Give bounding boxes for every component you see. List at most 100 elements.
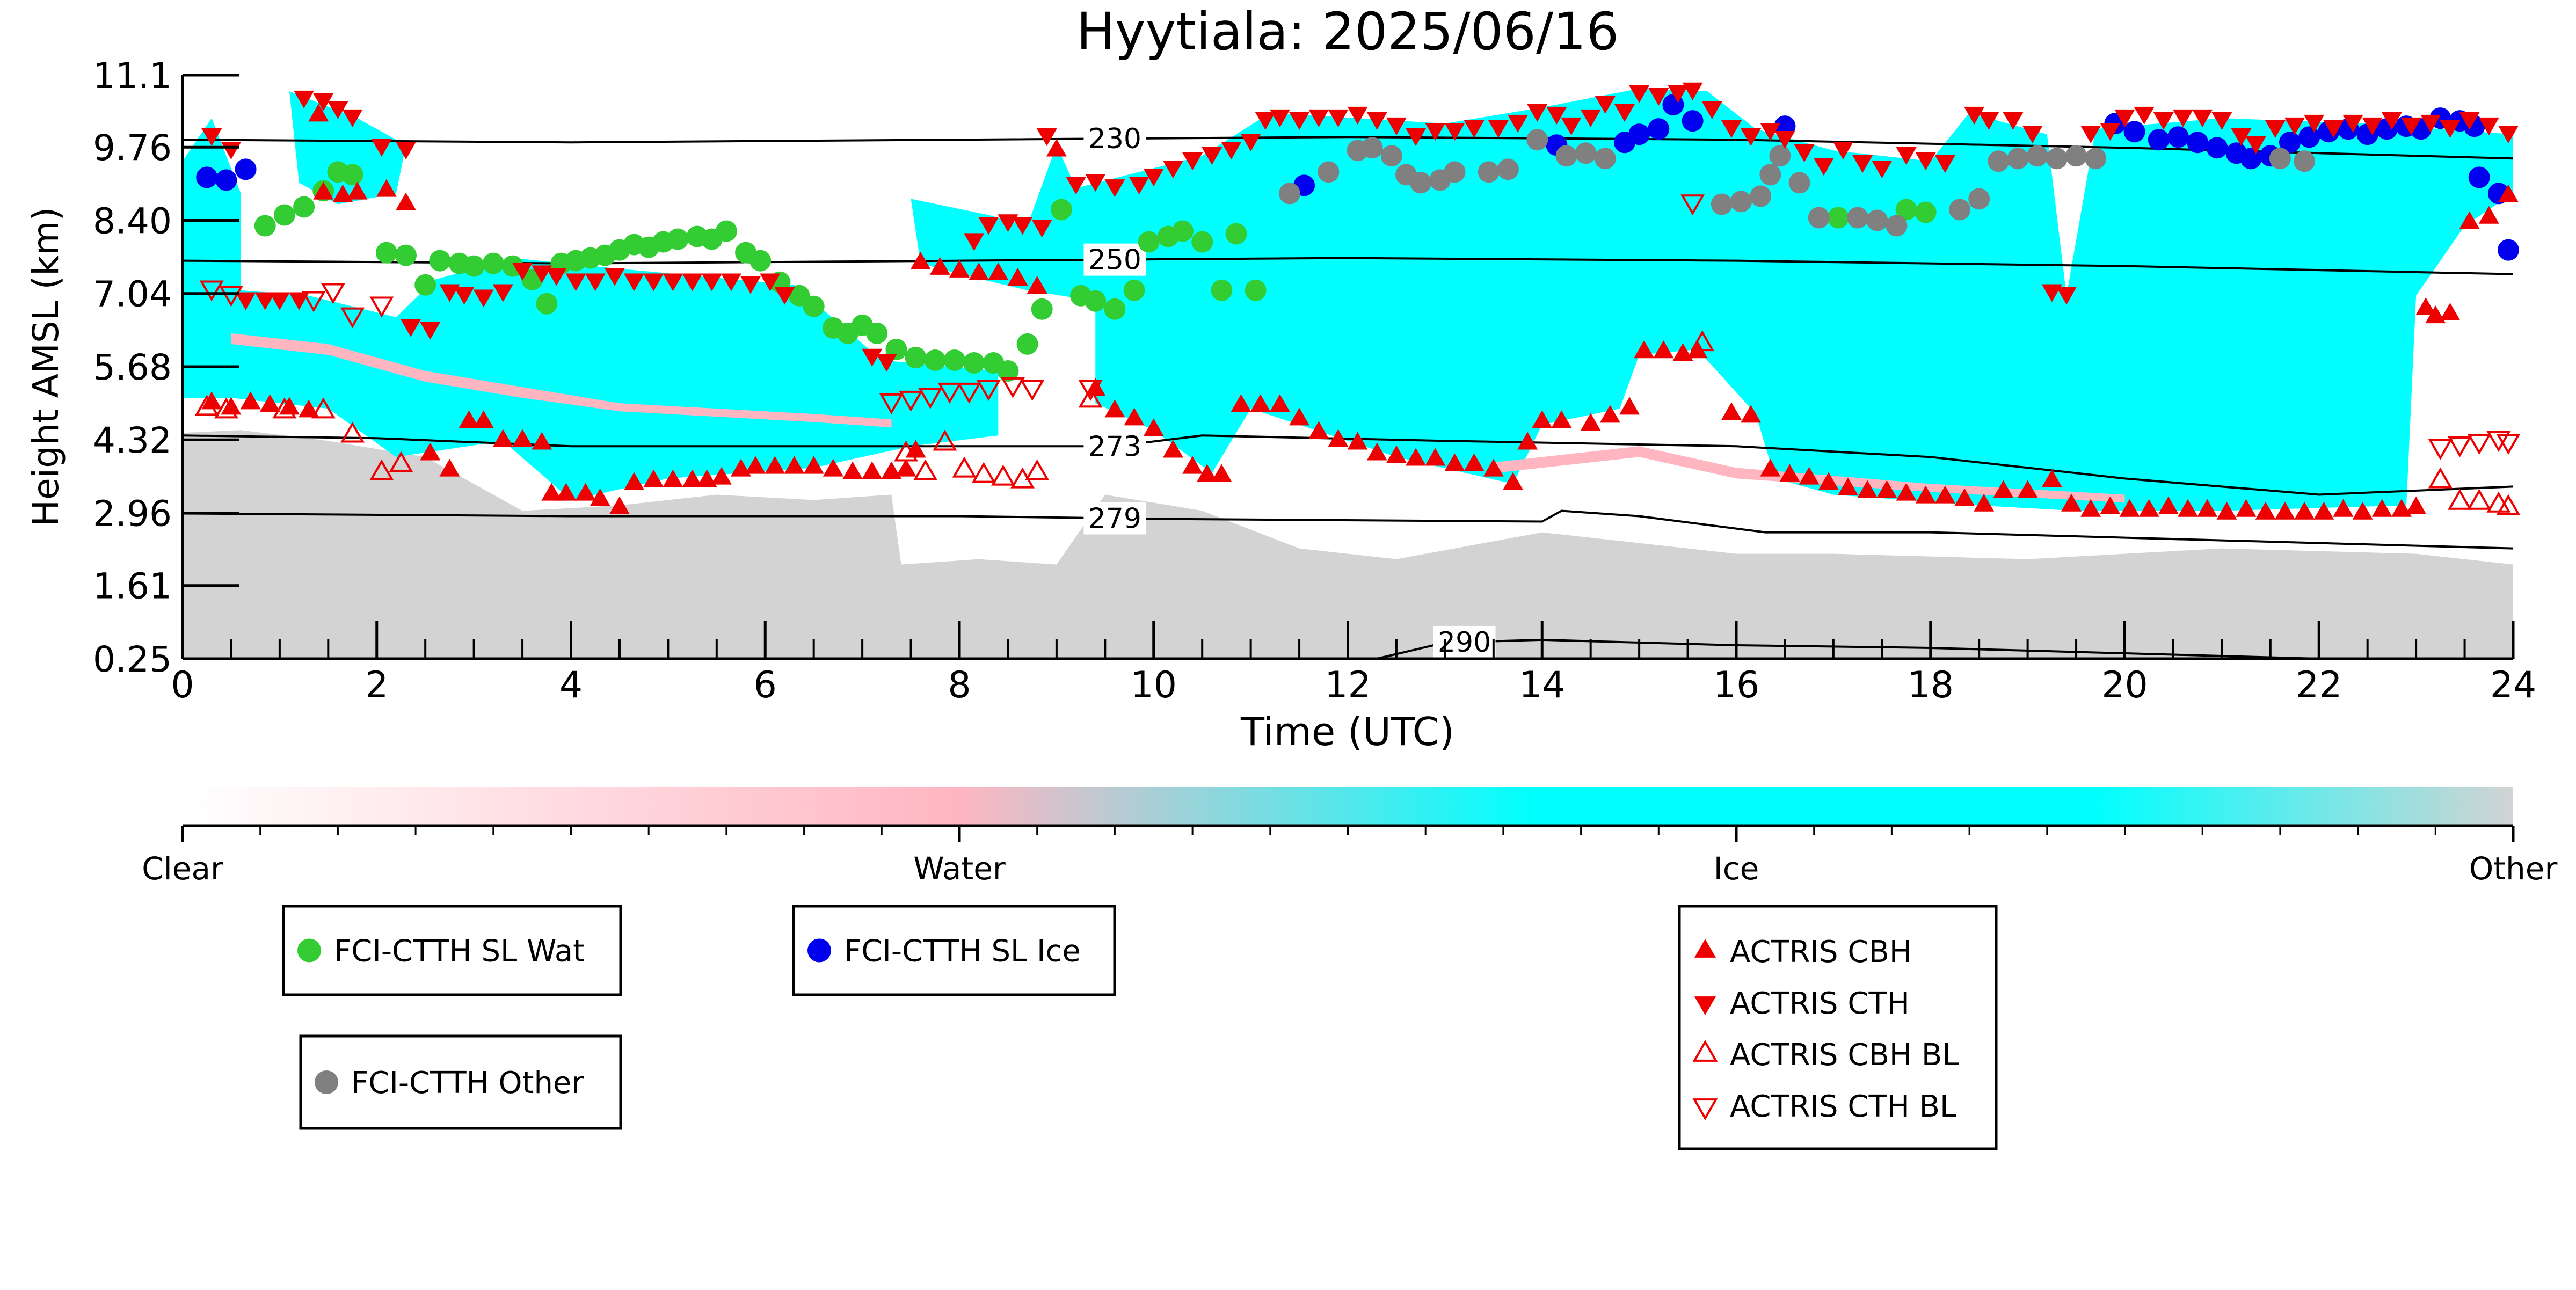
- data-point: [1915, 201, 1937, 223]
- data-point: [663, 469, 683, 487]
- data-point: [1211, 464, 1232, 482]
- data-point: [1478, 161, 1500, 183]
- series-actris-cth: [201, 82, 2519, 372]
- data-point: [293, 196, 315, 218]
- legends: FCI-CTTH SL Wat FCI-CTTH SL Ice FCI-CTTH O…: [282, 905, 1998, 1150]
- data-point: [2304, 114, 2325, 133]
- data-point: [1464, 120, 1485, 138]
- data-point: [1245, 279, 1267, 301]
- data-point: [532, 432, 552, 450]
- data-point: [2381, 112, 2402, 130]
- data-point: [2100, 496, 2121, 514]
- data-point: [701, 273, 722, 291]
- data-point: [876, 354, 897, 372]
- data-point: [963, 352, 985, 374]
- legend-frame: [282, 905, 622, 996]
- data-point: [1162, 440, 1183, 458]
- data-point: [1444, 122, 1465, 141]
- legend-entry: ACTRIS CBH: [1730, 935, 1912, 970]
- data-point: [1078, 380, 1103, 401]
- data-point: [1690, 330, 1715, 352]
- data-point: [2080, 125, 2101, 144]
- data-point: [2148, 129, 2170, 151]
- data-point: [321, 283, 345, 304]
- isotherm-label-bg: [1083, 502, 1146, 535]
- data-point: [2178, 499, 2199, 517]
- data-point: [2342, 114, 2363, 133]
- data-point: [1988, 150, 2010, 172]
- data-point: [2497, 239, 2519, 261]
- y-tick-label: 5.68: [93, 347, 172, 388]
- data-point: [1225, 223, 1247, 245]
- isotherm-label-bg: [1083, 122, 1146, 155]
- y-tick-label: 9.76: [93, 127, 172, 169]
- data-point: [294, 90, 315, 108]
- data-point: [905, 346, 927, 368]
- data-point: [2216, 501, 2237, 520]
- data-point: [1648, 88, 1669, 106]
- data-point: [2459, 211, 2480, 229]
- data-point: [2279, 132, 2301, 154]
- data-point: [997, 360, 1019, 382]
- data-point: [976, 380, 1001, 401]
- data-point: [663, 273, 683, 291]
- data-point: [1483, 458, 1504, 477]
- data-point: [1016, 333, 1038, 355]
- legend-marker: [1694, 996, 1716, 1015]
- legend-marker: [1692, 1098, 1718, 1120]
- data-point: [1711, 193, 1733, 215]
- data-point: [340, 421, 365, 443]
- data-point: [532, 265, 552, 283]
- isotherm-273: [182, 434, 2514, 496]
- data-point: [1143, 418, 1164, 436]
- x-tick-label: 14: [1519, 664, 1566, 706]
- data-point: [2401, 117, 2422, 135]
- data-point: [2026, 145, 2048, 167]
- data-point: [1123, 279, 1145, 301]
- data-point: [866, 322, 888, 344]
- data-point: [1682, 110, 1704, 132]
- data-point: [1020, 380, 1045, 401]
- data-point: [952, 456, 977, 478]
- legend-box-3: FCI-CTTH Other: [299, 1034, 622, 1130]
- data-point: [389, 451, 413, 472]
- data-point: [2362, 117, 2383, 135]
- data-point: [2440, 303, 2461, 321]
- data-point: [1328, 429, 1349, 447]
- data-point: [682, 273, 703, 291]
- x-tick-label: 22: [2296, 664, 2342, 706]
- data-point: [971, 462, 996, 483]
- data-point: [998, 214, 1018, 232]
- data-point: [459, 410, 479, 428]
- data-point: [774, 287, 795, 305]
- data-point: [1808, 207, 1830, 229]
- data-point: [1949, 199, 1971, 221]
- data-point: [585, 273, 606, 291]
- data-point: [1066, 177, 1087, 195]
- data-point: [2406, 496, 2427, 514]
- data-point: [1050, 199, 1072, 221]
- data-point: [2192, 109, 2213, 127]
- x-tick-label: 4: [559, 664, 583, 706]
- data-point: [2274, 501, 2295, 520]
- data-point: [2496, 434, 2521, 455]
- data-point: [1779, 464, 1800, 482]
- data-point: [1546, 106, 1567, 125]
- data-point: [1774, 130, 1795, 149]
- data-point: [1231, 394, 1251, 412]
- data-point: [1760, 458, 1781, 477]
- data-point: [2123, 121, 2145, 143]
- data-point: [749, 250, 772, 272]
- data-point: [2114, 109, 2135, 127]
- data-point: [1046, 139, 1067, 157]
- data-point: [2486, 431, 2511, 453]
- data-point: [969, 262, 989, 280]
- data-point: [369, 459, 394, 480]
- data-point: [2420, 114, 2441, 133]
- data-point: [2391, 499, 2412, 517]
- data-point: [1628, 123, 1650, 145]
- data-point: [342, 109, 363, 127]
- data-point: [1551, 410, 1572, 428]
- data-point: [1406, 448, 1427, 466]
- legend-entry: FCI-CTTH Other: [351, 1066, 584, 1100]
